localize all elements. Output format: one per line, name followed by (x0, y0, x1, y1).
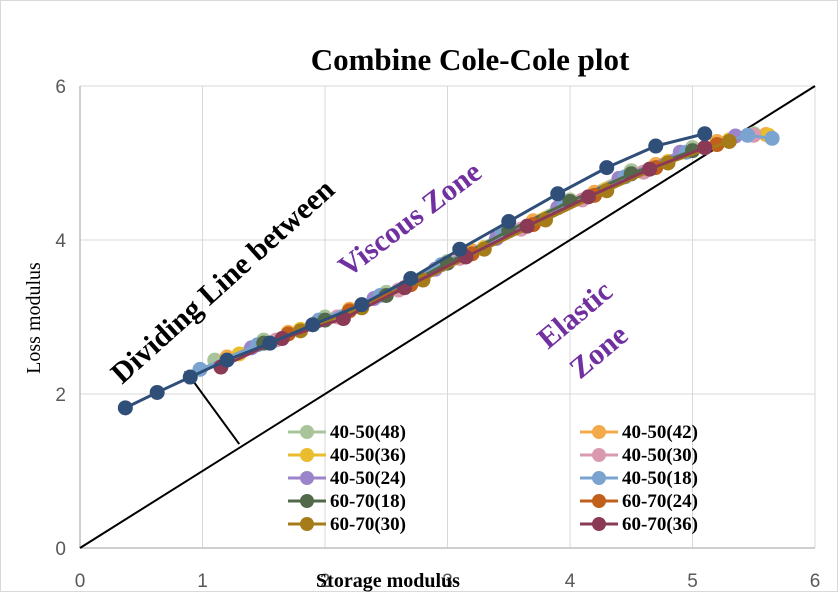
data-point (697, 126, 713, 142)
y-tick-label: 4 (55, 231, 66, 252)
legend-item: 60-70(36) (580, 514, 698, 535)
data-point (219, 352, 235, 368)
x-axis-label: Storage modulus (316, 570, 460, 592)
legend-marker (300, 448, 314, 462)
x-tick-label: 0 (75, 571, 86, 592)
y-tick-label: 6 (55, 77, 66, 98)
data-point (403, 271, 419, 286)
data-point (580, 189, 596, 205)
data-point (262, 335, 278, 351)
legend-label: 60-70(30) (330, 514, 406, 535)
legend-label: 40-50(48) (330, 422, 406, 443)
data-point (550, 186, 566, 202)
x-tick-label: 5 (687, 571, 698, 592)
data-point (117, 400, 133, 416)
legend-item: 40-50(30) (580, 445, 698, 466)
tick-labels: 0 1 2 3 4 5 6 0 2 4 6 (55, 77, 820, 592)
dividing-line (79, 85, 816, 549)
series-10 (117, 126, 713, 416)
legend-label: 40-50(36) (330, 445, 406, 466)
y-axis-label: Loss modulus (23, 262, 45, 374)
series-9 (213, 140, 713, 375)
legend-item: 40-50(48) (288, 422, 406, 443)
data-point (642, 161, 658, 177)
data-point (452, 241, 468, 257)
axes (79, 86, 815, 549)
legend-marker (592, 494, 606, 508)
y-tick-label: 0 (55, 539, 66, 560)
x-tick-label: 2 (320, 571, 331, 592)
legend-label: 60-70(36) (622, 514, 698, 535)
series-group (117, 126, 780, 416)
legend-item: 40-50(42) (580, 422, 698, 443)
data-point (519, 218, 535, 234)
data-point (182, 369, 198, 385)
legend-marker (300, 425, 314, 439)
legend-item: 60-70(24) (580, 491, 698, 512)
legend-marker (300, 471, 314, 485)
legend-marker (592, 471, 606, 485)
legend-label: 60-70(24) (622, 491, 698, 512)
legend-item: 40-50(36) (288, 445, 406, 466)
legend-marker (592, 425, 606, 439)
y-tick-label: 2 (55, 385, 66, 406)
x-tick-label: 6 (810, 571, 821, 592)
legend-item: 40-50(24) (288, 468, 406, 489)
legend-item: 60-70(18) (288, 491, 406, 512)
chart-title: Combine Cole-Cole plot (311, 42, 630, 77)
legend-marker (592, 517, 606, 531)
data-point (149, 384, 165, 400)
x-tick-label: 1 (197, 571, 208, 592)
data-point (501, 214, 517, 230)
legend-item: 40-50(18) (580, 468, 698, 489)
data-point (740, 127, 756, 143)
x-tick-label: 3 (442, 571, 453, 592)
legend-item: 60-70(30) (288, 514, 406, 535)
x-tick-label: 4 (565, 571, 576, 592)
data-point (354, 297, 370, 313)
legend-label: 60-70(18) (330, 491, 406, 512)
legend: 40-50(48) 40-50(42)40-50(36) 40-50(30)40-5… (288, 422, 698, 535)
legend-marker (300, 494, 314, 508)
legend-marker (592, 448, 606, 462)
data-point (764, 130, 780, 146)
legend-marker (300, 517, 314, 531)
arrow-shaft (189, 376, 241, 445)
data-point (721, 133, 737, 149)
legend-label: 40-50(30) (622, 445, 698, 466)
data-point (599, 160, 615, 176)
legend-label: 40-50(42) (622, 422, 698, 443)
data-point (648, 138, 664, 154)
data-point (697, 140, 713, 156)
legend-label: 40-50(24) (330, 468, 406, 489)
data-point (305, 317, 321, 333)
legend-label: 40-50(18) (622, 468, 698, 489)
